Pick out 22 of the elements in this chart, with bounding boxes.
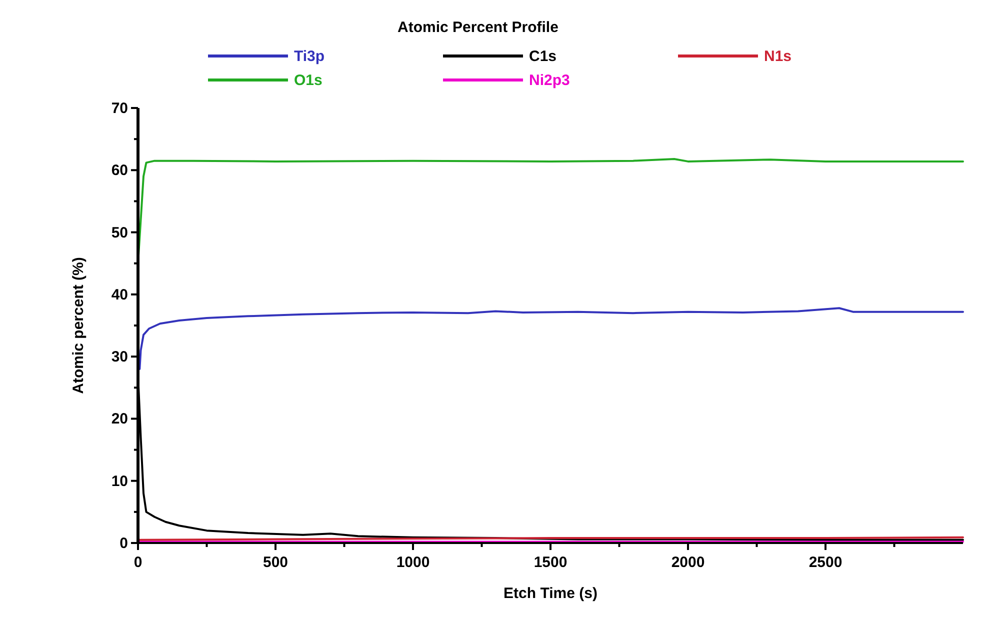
text: C1s [529,48,557,65]
text: Ti3p [294,48,325,65]
x-tick-label: 2500 [808,554,842,571]
x-tick-label: 0 [134,554,142,571]
x-tick-label: 1500 [534,554,568,571]
text: O1s [294,72,322,89]
y-tick-label: 60 [111,162,128,180]
x-axis-title: Etch Time (s) [504,585,598,602]
chart-title: Atomic Percent Profile [398,19,558,36]
y-tick-label: 70 [111,100,128,117]
text: N1s [764,48,792,65]
y-tick-label: 20 [111,410,128,428]
y-tick-label: 40 [111,286,128,304]
y-tick-label: 10 [111,472,128,490]
x-tick-label: 2000 [671,554,705,571]
x-tick-label: 500 [262,554,288,571]
x-tick-label: 1000 [396,554,430,571]
y-tick-label: 30 [111,348,128,366]
text: Ni2p3 [529,72,570,89]
y-tick-label: 0 [120,535,128,552]
y-axis-title: Atomic percent (%) [70,257,87,394]
y-tick-label: 50 [111,224,128,242]
